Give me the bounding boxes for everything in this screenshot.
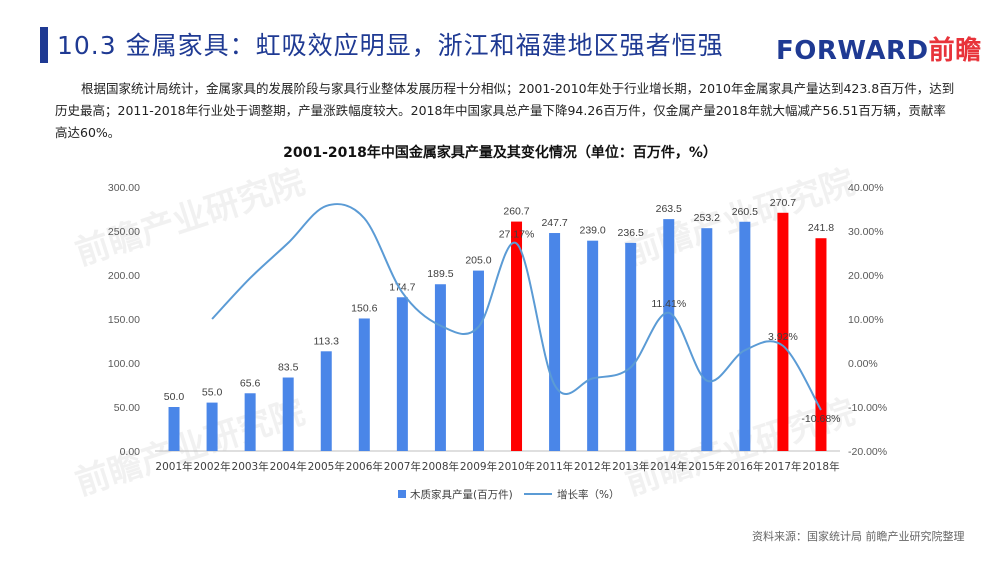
x-tick-label: 2007年: [384, 460, 421, 473]
bar-data-label: 189.5: [427, 268, 453, 280]
legend-bar-swatch: [398, 490, 406, 498]
line-data-label: 11.41%: [651, 298, 686, 310]
line-data-label: 3.92%: [768, 331, 798, 343]
brand-name-cn: 前瞻: [928, 36, 982, 66]
x-tick-label: 2010年: [498, 460, 535, 473]
bar-data-label: 263.5: [656, 203, 682, 215]
y-left-tick-label: 0.00: [120, 446, 141, 458]
bar: [472, 270, 484, 451]
bar: [168, 407, 180, 451]
line-data-label: 27.17%: [499, 228, 535, 240]
bar-data-label: 247.7: [541, 217, 567, 229]
bar: [282, 377, 294, 451]
y-right-tick-label: 40.00%: [848, 182, 884, 194]
y-left-tick-label: 150.00: [108, 314, 140, 326]
bar: [320, 351, 332, 451]
bar: [244, 393, 256, 451]
legend-bar-label: 木质家具产量(百万件): [410, 488, 513, 501]
y-right-tick-label: 20.00%: [848, 270, 884, 282]
bar: [358, 318, 370, 451]
bar: [434, 284, 446, 451]
bar: [663, 219, 675, 451]
bar-data-label: 150.6: [351, 302, 377, 314]
x-tick-label: 2017年: [764, 460, 801, 473]
bar-data-label: 83.5: [278, 362, 299, 374]
bar-data-label: 205.0: [465, 255, 491, 267]
bar-data-label: 270.7: [770, 197, 796, 209]
brand-name: FORWARD: [776, 36, 929, 66]
bar: [815, 238, 827, 451]
source-note: 资料来源：国家统计局 前瞻产业研究院整理: [752, 530, 965, 543]
bar-data-label: 241.8: [808, 222, 834, 234]
x-tick-label: 2014年: [650, 460, 687, 473]
bar-data-label: 55.0: [202, 387, 223, 399]
bar-data-label: 113.3: [314, 335, 340, 347]
y-left-tick-label: 300.00: [108, 182, 140, 194]
y-right-tick-label: 30.00%: [848, 226, 884, 238]
bar: [587, 240, 599, 451]
x-tick-label: 2009年: [460, 460, 497, 473]
chart-title: 2001-2018年中国金属家具产量及其变化情况（单位：百万件，%）: [283, 145, 717, 161]
bar: [739, 221, 751, 451]
x-tick-label: 2001年: [155, 460, 192, 473]
x-tick-label: 2006年: [346, 460, 383, 473]
y-left-tick-label: 100.00: [108, 358, 140, 370]
x-tick-label: 2005年: [308, 460, 345, 473]
bar-data-label: 239.0: [579, 225, 605, 237]
x-tick-label: 2013年: [612, 460, 649, 473]
intro-paragraph: 根据国家统计局统计，金属家具的发展阶段与家具行业整体发展历程十分相似；2001-…: [55, 81, 955, 140]
y-right-tick-label: 10.00%: [848, 314, 884, 326]
growth-rate-line: [211, 203, 822, 411]
bar-data-label: 260.5: [732, 206, 758, 218]
x-tick-label: 2003年: [232, 460, 269, 473]
x-tick-label: 2011年: [536, 460, 573, 473]
bar: [625, 242, 637, 451]
bar-data-label: 236.5: [618, 227, 644, 239]
bar: [777, 212, 789, 451]
bar: [511, 221, 523, 451]
bar: [396, 297, 408, 451]
x-tick-label: 2008年: [422, 460, 459, 473]
bar-data-label: 65.6: [240, 377, 261, 389]
x-tick-label: 2012年: [574, 460, 611, 473]
y-right-tick-label: -10.00%: [848, 402, 887, 414]
x-tick-label: 2016年: [726, 460, 763, 473]
y-right-tick-label: -20.00%: [848, 446, 887, 458]
x-tick-label: 2018年: [802, 460, 839, 473]
y-left-tick-label: 50.00: [114, 402, 140, 414]
y-left-tick-label: 250.00: [108, 226, 140, 238]
bar: [206, 402, 218, 451]
line-data-label: -10.68%: [801, 413, 840, 425]
bar-data-label: 174.7: [389, 281, 415, 293]
bar-data-label: 50.0: [164, 391, 185, 403]
bar: [549, 233, 561, 451]
x-tick-label: 2004年: [270, 460, 307, 473]
bar-data-label: 253.2: [694, 212, 720, 224]
title-accent-bar: [40, 27, 48, 63]
x-tick-label: 2015年: [688, 460, 725, 473]
bar: [701, 228, 713, 451]
y-right-tick-label: 0.00%: [848, 358, 878, 370]
y-left-tick-label: 200.00: [108, 270, 140, 282]
brand-logo: FORWARD前瞻: [776, 30, 982, 67]
x-tick-label: 2002年: [193, 460, 230, 473]
legend-line-label: 增长率（%）: [557, 488, 619, 501]
slide-title: 10.3 金属家具：虹吸效应明显，浙江和福建地区强者恒强: [57, 31, 724, 60]
bar-data-label: 260.7: [503, 206, 529, 218]
